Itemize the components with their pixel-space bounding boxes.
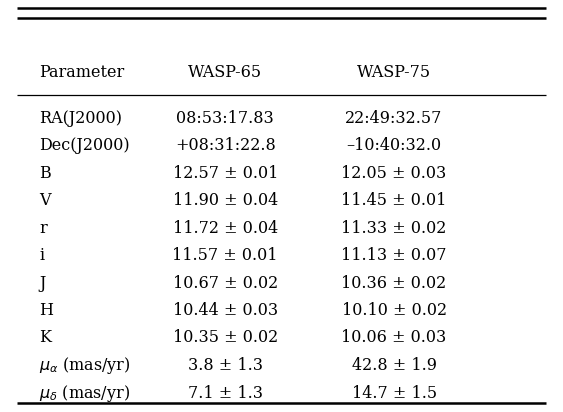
Text: J: J: [39, 274, 46, 292]
Text: 11.72 ± 0.04: 11.72 ± 0.04: [173, 220, 278, 236]
Text: 14.7 ± 1.5: 14.7 ± 1.5: [351, 384, 437, 402]
Text: 11.13 ± 0.07: 11.13 ± 0.07: [341, 247, 447, 264]
Text: 12.05 ± 0.03: 12.05 ± 0.03: [342, 164, 446, 182]
Text: $\mu_{\alpha}$ (mas/yr): $\mu_{\alpha}$ (mas/yr): [39, 355, 131, 376]
Text: r: r: [39, 220, 47, 236]
Text: WASP-75: WASP-75: [357, 63, 431, 80]
Text: K: K: [39, 330, 51, 346]
Text: 11.33 ± 0.02: 11.33 ± 0.02: [341, 220, 447, 236]
Text: 12.57 ± 0.01: 12.57 ± 0.01: [172, 164, 278, 182]
Text: H: H: [39, 302, 53, 319]
Text: 11.57 ± 0.01: 11.57 ± 0.01: [172, 247, 278, 264]
Text: WASP-65: WASP-65: [188, 63, 262, 80]
Text: 10.35 ± 0.02: 10.35 ± 0.02: [173, 330, 278, 346]
Text: 10.10 ± 0.02: 10.10 ± 0.02: [342, 302, 446, 319]
Text: Dec(J2000): Dec(J2000): [39, 137, 130, 154]
Text: 3.8 ± 1.3: 3.8 ± 1.3: [187, 357, 263, 374]
Text: 10.06 ± 0.03: 10.06 ± 0.03: [342, 330, 446, 346]
Text: RA(J2000): RA(J2000): [39, 110, 122, 126]
Text: V: V: [39, 192, 51, 209]
Text: +08:31:22.8: +08:31:22.8: [175, 137, 275, 154]
Text: 10.36 ± 0.02: 10.36 ± 0.02: [342, 274, 446, 292]
Text: –10:40:32.0: –10:40:32.0: [347, 137, 441, 154]
Text: 7.1 ± 1.3: 7.1 ± 1.3: [187, 384, 263, 402]
Text: 08:53:17.83: 08:53:17.83: [176, 110, 274, 126]
Text: 11.45 ± 0.01: 11.45 ± 0.01: [341, 192, 447, 209]
Text: 11.90 ± 0.04: 11.90 ± 0.04: [173, 192, 278, 209]
Text: $\mu_{\delta}$ (mas/yr): $\mu_{\delta}$ (mas/yr): [39, 382, 131, 403]
Text: B: B: [39, 164, 51, 182]
Text: Parameter: Parameter: [39, 63, 124, 80]
Text: i: i: [39, 247, 44, 264]
Text: 10.67 ± 0.02: 10.67 ± 0.02: [173, 274, 278, 292]
Text: 42.8 ± 1.9: 42.8 ± 1.9: [352, 357, 436, 374]
Text: 10.44 ± 0.03: 10.44 ± 0.03: [173, 302, 278, 319]
Text: 22:49:32.57: 22:49:32.57: [346, 110, 443, 126]
